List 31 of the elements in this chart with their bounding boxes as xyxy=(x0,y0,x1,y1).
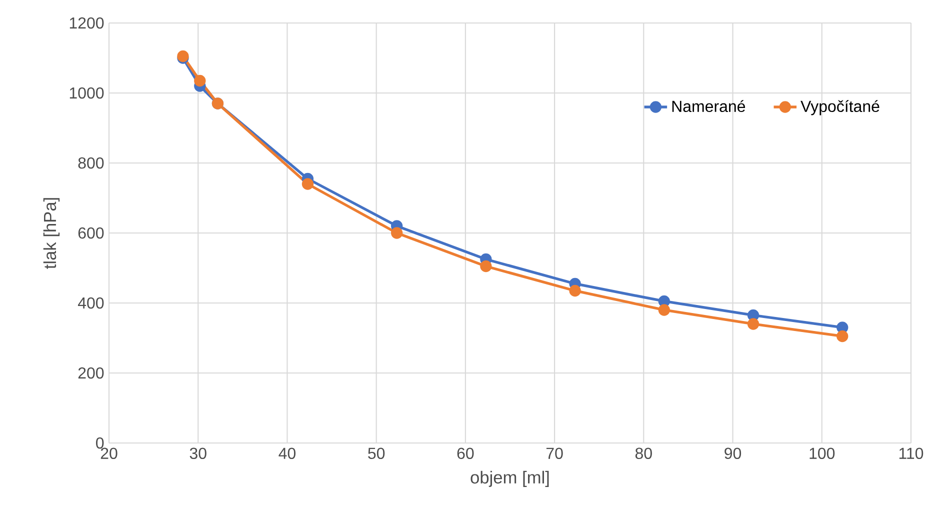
point xyxy=(390,227,403,239)
point xyxy=(194,74,206,87)
y-tick-label: 0 xyxy=(96,437,104,449)
legend-label: Vypočítané xyxy=(800,100,880,116)
point xyxy=(658,295,670,308)
point xyxy=(569,284,581,297)
point xyxy=(480,260,492,272)
point xyxy=(836,330,848,342)
x-tick-label: 80 xyxy=(635,448,652,460)
x-axis-title: objem [ml] xyxy=(470,470,549,487)
y-axis-title: tlak [hPa] xyxy=(43,198,60,269)
point xyxy=(836,322,848,334)
x-tick-label: 70 xyxy=(546,448,563,460)
x-tick-label: 20 xyxy=(100,448,118,460)
point xyxy=(658,304,670,316)
x-tick-label: 110 xyxy=(899,448,924,460)
x-tick-label: 50 xyxy=(368,448,385,460)
point xyxy=(747,318,760,330)
x-tick-label: 40 xyxy=(278,448,296,460)
x-tick-label: 90 xyxy=(724,448,742,460)
y-tick-label: 200 xyxy=(78,367,104,379)
y-tick-label: 800 xyxy=(78,157,104,169)
point xyxy=(302,178,314,190)
x-tick-label: 30 xyxy=(190,448,206,460)
x-tick-label: 100 xyxy=(810,448,835,460)
legend-label: Namerané xyxy=(672,100,746,112)
x-tick-label: 60 xyxy=(457,448,474,460)
y-tick-label: 1200 xyxy=(70,17,104,29)
y-tick-label: 400 xyxy=(78,297,104,309)
y-tick-label: 1000 xyxy=(70,87,104,99)
y-tick-label: 600 xyxy=(78,227,104,239)
